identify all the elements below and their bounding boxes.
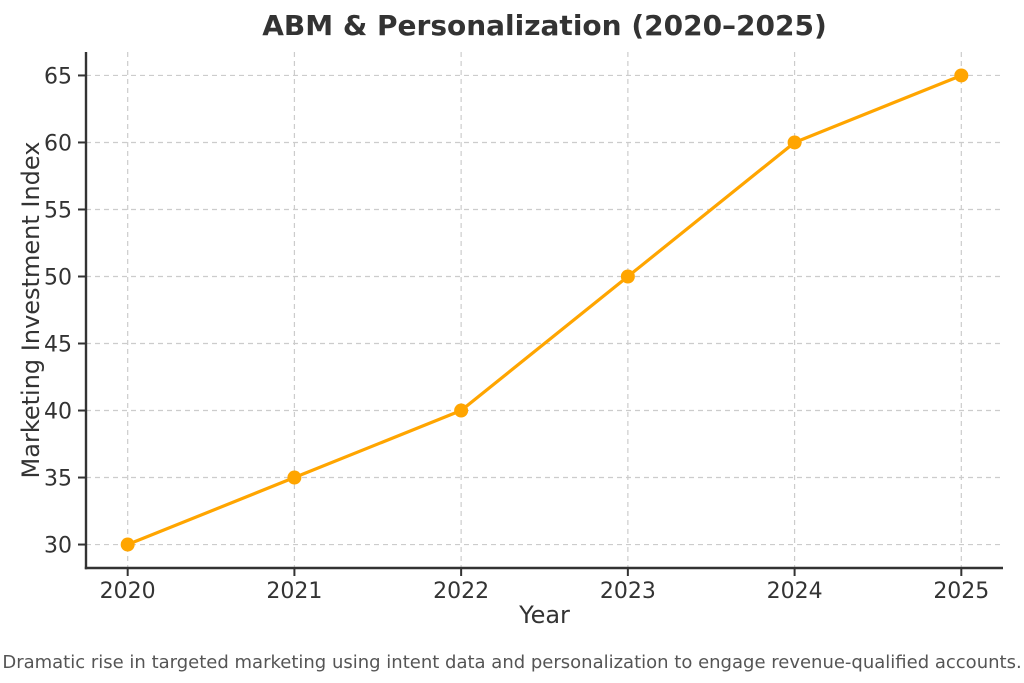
x-axis-label: Year — [519, 601, 570, 629]
x-tick-label: 2023 — [600, 579, 656, 604]
chart-caption: Dramatic rise in targeted marketing usin… — [2, 652, 1022, 673]
chart-title: ABM & Personalization (2020–2025) — [262, 9, 827, 42]
x-tick-label: 2022 — [433, 579, 489, 604]
data-point — [787, 135, 802, 150]
x-tick-label: 2020 — [100, 579, 156, 604]
x-tick-label: 2021 — [266, 579, 322, 604]
data-line — [126, 73, 963, 547]
y-tick-label: 65 — [44, 64, 72, 89]
y-tick-label: 60 — [44, 131, 72, 156]
data-point — [120, 537, 135, 552]
y-tick-label: 45 — [44, 333, 72, 358]
data-point — [954, 68, 969, 83]
y-tick-label: 40 — [44, 400, 72, 425]
data-point — [620, 269, 635, 284]
x-tick-label: 2025 — [933, 579, 989, 604]
y-tick-label: 30 — [44, 534, 72, 559]
x-tick-label: 2024 — [767, 579, 823, 604]
data-point — [454, 403, 469, 418]
y-tick-label: 55 — [44, 198, 72, 223]
y-tick-label: 50 — [44, 265, 72, 290]
y-tick-label: 35 — [44, 467, 72, 492]
data-point — [287, 470, 302, 485]
